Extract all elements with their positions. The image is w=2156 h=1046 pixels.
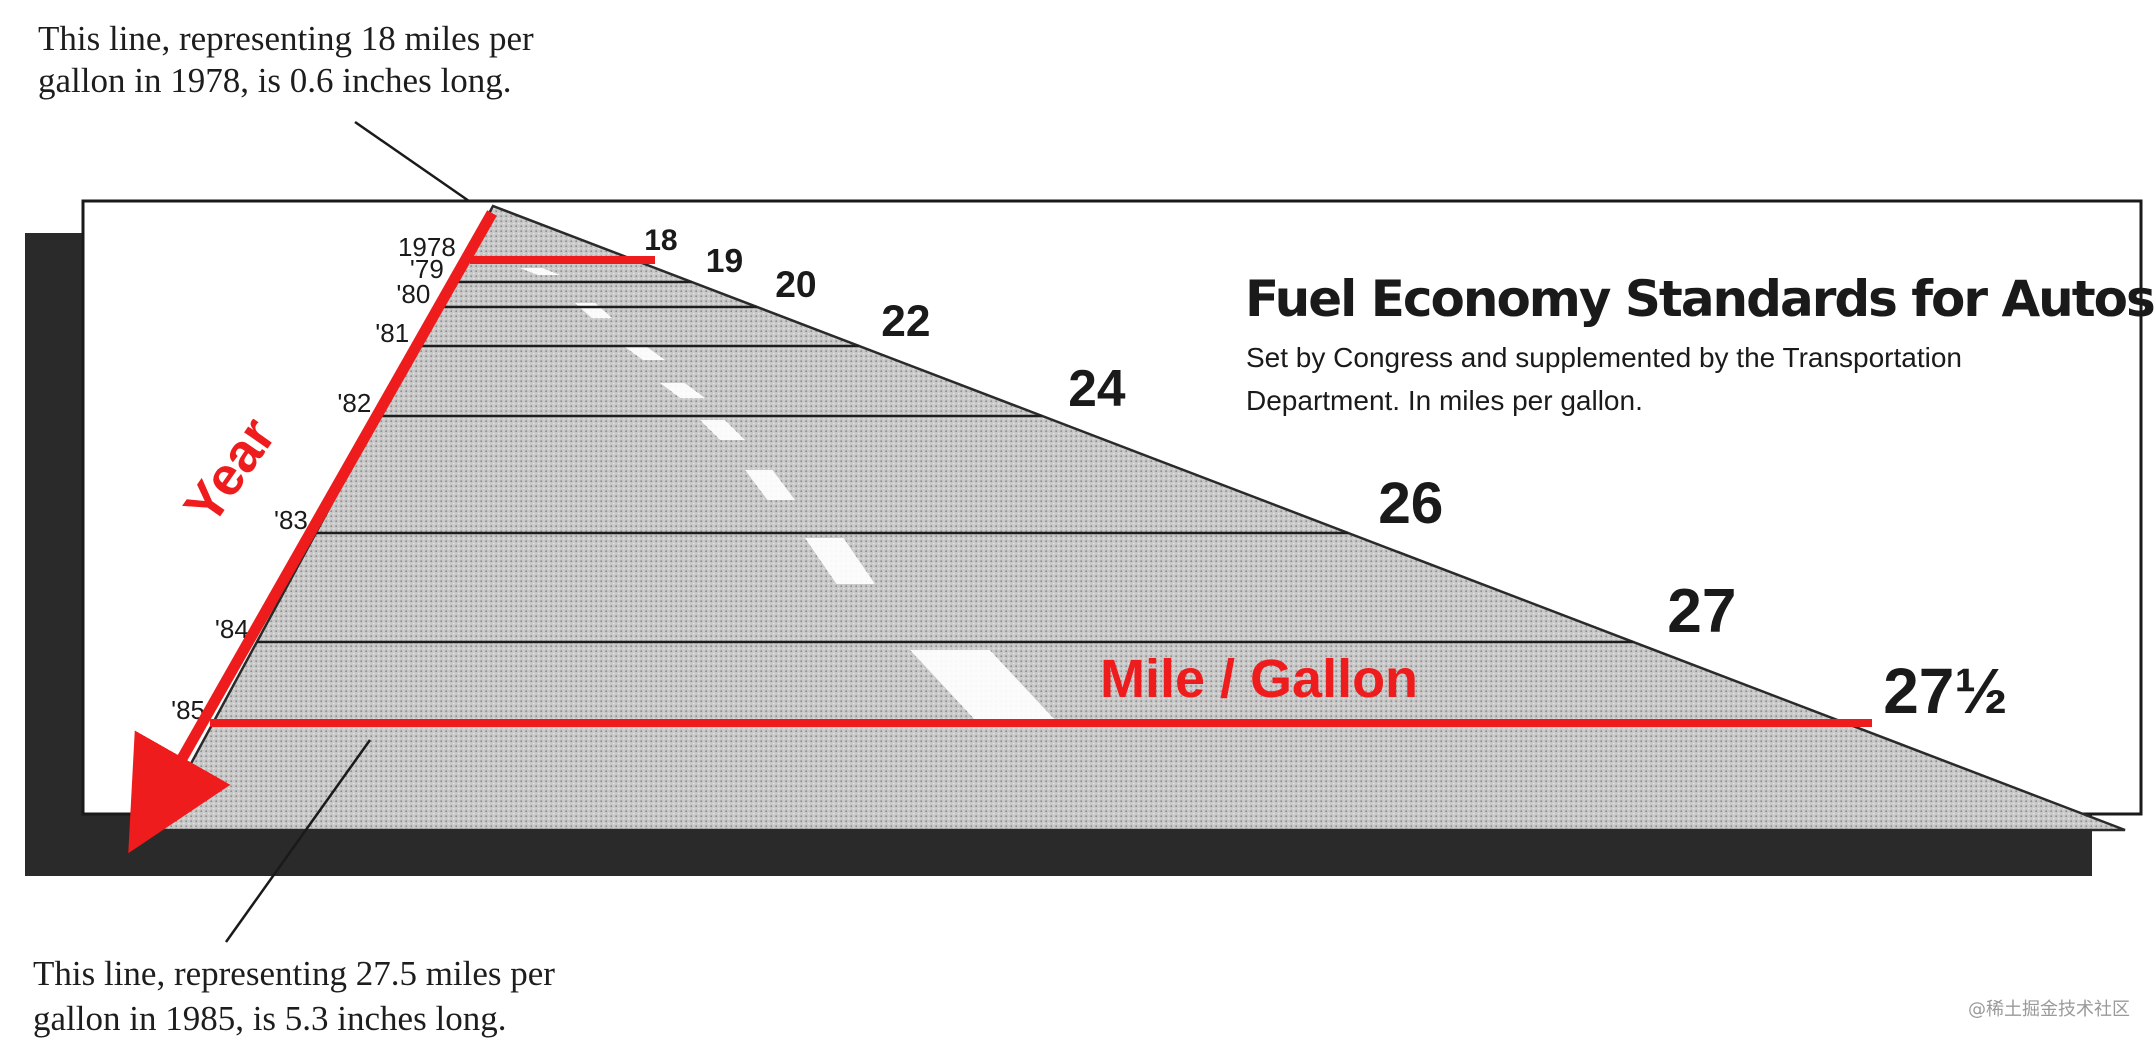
mpg-value-label: 27	[1667, 577, 1736, 646]
road-dash	[660, 383, 705, 398]
mpg-value-label: 19	[706, 243, 743, 280]
bottom-note-line-1: This line, representing 27.5 miles per	[33, 954, 555, 993]
mpg-value-label: 18	[644, 224, 677, 257]
chart-subtitle-line-2: Department. In miles per gallon.	[1246, 385, 1643, 416]
road-dash	[745, 470, 795, 500]
chart-title: Fuel Economy Standards for Autos	[1245, 270, 2154, 328]
road-dash	[625, 347, 665, 360]
road-center-dashes	[520, 268, 1055, 720]
road-dash	[805, 538, 875, 584]
year-axis-arrow	[128, 210, 497, 854]
top-note-line-2: gallon in 1978, is 0.6 inches long.	[38, 61, 511, 100]
road-dash	[520, 268, 560, 275]
year-tick-label: '82	[337, 388, 371, 418]
year-tick-label: '79	[410, 254, 444, 284]
bottom-note-leader-line	[224, 739, 372, 943]
year-tick-label: '84	[215, 614, 249, 644]
year-tick-label: '83	[274, 505, 308, 535]
mpg-value-label: 20	[775, 263, 816, 305]
year-tick-label: 1978	[398, 232, 456, 262]
road-dash	[700, 420, 745, 440]
chart-subtitle-line-1: Set by Congress and supplemented by the …	[1246, 342, 1962, 373]
top-note-line-1: This line, representing 18 miles per	[38, 19, 534, 58]
road-dash	[910, 650, 1055, 720]
mpg-value-label: 22	[881, 297, 930, 346]
mpg-axis-label: Mile / Gallon	[1100, 649, 1418, 709]
watermark: @稀土掘金技术社区	[1968, 999, 2130, 1020]
mpg-value-label: 27½	[1883, 655, 2008, 727]
year-tick-label: '81	[375, 318, 409, 348]
mpg-value-label: 26	[1378, 471, 1443, 536]
year-tick-label: '80	[396, 279, 430, 309]
bottom-note-line-2: gallon in 1985, is 5.3 inches long.	[33, 999, 506, 1038]
mpg-value-label: 24	[1068, 359, 1126, 417]
